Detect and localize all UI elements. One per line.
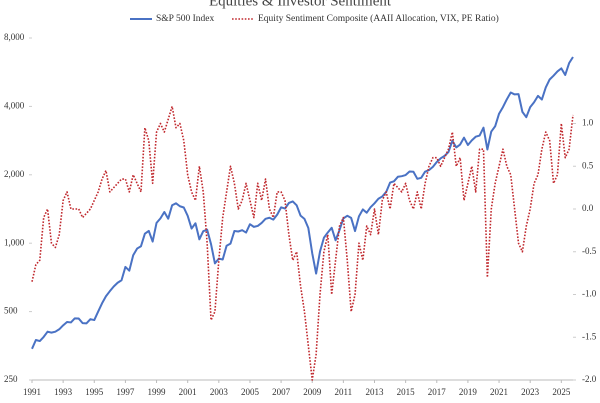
y-tick-label: 1,000 bbox=[4, 237, 25, 247]
y2-tick-label: 0.5 bbox=[582, 160, 594, 170]
y-tick-label: 4,000 bbox=[4, 100, 25, 110]
y-tick-label: 2,000 bbox=[4, 169, 25, 179]
chart-title: Equities & Investor Sentiment bbox=[209, 0, 392, 9]
x-tick-label: 2023 bbox=[521, 387, 540, 397]
x-tick-label: 1995 bbox=[85, 387, 104, 397]
x-tick-label: 1993 bbox=[54, 387, 73, 397]
y-tick-label: 500 bbox=[4, 306, 18, 316]
x-tick-label: 2025 bbox=[552, 387, 571, 397]
legend: S&P 500 Index Equity Sentiment Composite … bbox=[130, 13, 499, 24]
x-tick-label: 2009 bbox=[303, 387, 322, 397]
y2-tick-label: -1.5 bbox=[582, 331, 597, 341]
x-tick-label: 2011 bbox=[335, 387, 353, 397]
x-tick-label: 2017 bbox=[428, 387, 447, 397]
x-tick-label: 2001 bbox=[179, 387, 197, 397]
y2-tick-label: -0.5 bbox=[582, 246, 597, 256]
x-tick-label: 2005 bbox=[241, 387, 260, 397]
y2-tick-label: -1.0 bbox=[582, 289, 597, 299]
x-tick-label: 2019 bbox=[459, 387, 478, 397]
legend-label: S&P 500 Index bbox=[156, 14, 214, 24]
x-tick-label: 1999 bbox=[148, 387, 167, 397]
x-tick-label: 1997 bbox=[116, 387, 135, 397]
y-tick-label: 250 bbox=[4, 374, 18, 384]
y2-tick-label: 1.0 bbox=[582, 118, 594, 128]
legend-label: Equity Sentiment Composite (AAII Allocat… bbox=[258, 13, 499, 24]
y-tick-label: 8,000 bbox=[4, 32, 25, 42]
sentiment-line bbox=[31, 105, 574, 381]
x-tick-label: 2007 bbox=[272, 387, 291, 397]
x-tick-label: 2003 bbox=[210, 387, 229, 397]
x-tick-label: 1991 bbox=[23, 387, 41, 397]
y2-tick-label: 0.0 bbox=[582, 203, 594, 213]
x-tick-label: 2013 bbox=[366, 387, 385, 397]
x-tick-label: 2015 bbox=[397, 387, 416, 397]
x-tick-label: 2021 bbox=[490, 387, 508, 397]
index-line bbox=[31, 56, 574, 350]
y2-tick-label: -2.0 bbox=[582, 374, 597, 384]
